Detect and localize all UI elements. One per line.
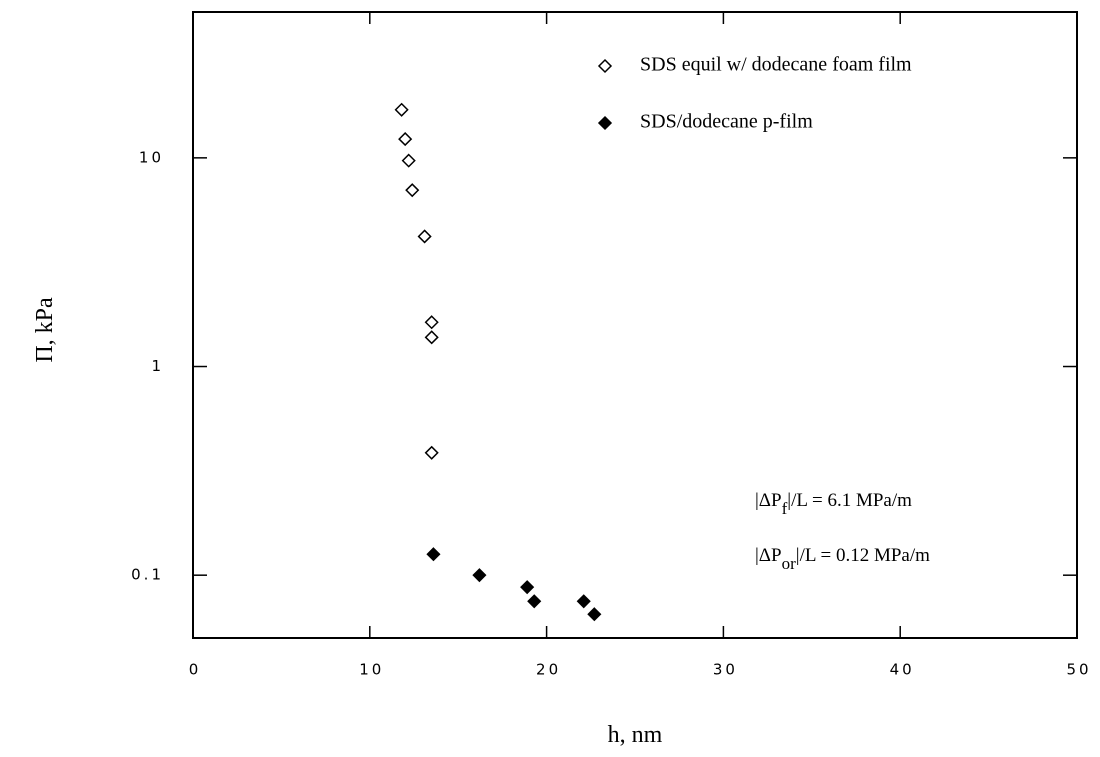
x-tick-label: 50: [1066, 661, 1091, 679]
annotation-text: |ΔP: [755, 490, 782, 511]
marker: [417, 229, 432, 244]
annotation-text: |/L = 6.1 MPa/m: [787, 490, 912, 511]
marker: [405, 183, 420, 198]
x-tick-label: 40: [890, 661, 915, 679]
annotation-text: |ΔP: [755, 545, 782, 566]
legend-marker: [597, 115, 613, 131]
x-tick-label: 20: [536, 661, 561, 679]
marker: [394, 102, 409, 117]
marker: [424, 315, 439, 330]
annotation-subscript: or: [782, 554, 797, 573]
marker: [472, 568, 487, 583]
legend-marker: [597, 58, 613, 74]
y-tick-label: 1: [151, 357, 164, 375]
legend-label: SDS equil w/ dodecane foam film: [640, 54, 912, 76]
marker: [424, 330, 439, 345]
y-tick-label: 0.1: [131, 566, 164, 584]
y-tick-label: 10: [139, 148, 164, 166]
y-axis-label: Π, kPa: [32, 297, 58, 363]
legend-label: SDS/dodecane p-film: [640, 111, 813, 133]
marker: [520, 580, 535, 595]
x-tick-label: 30: [713, 661, 738, 679]
annotation: |ΔPor|/L = 0.12 MPa/m: [755, 545, 930, 573]
marker: [401, 153, 416, 168]
marker: [527, 594, 542, 609]
marker: [587, 607, 602, 622]
annotation-text: |/L = 0.12 MPa/m: [796, 545, 930, 566]
annotation: |ΔPf|/L = 6.1 MPa/m: [755, 490, 912, 518]
annotation-subscript: f: [782, 499, 788, 518]
marker: [424, 445, 439, 460]
x-tick-label: 0: [189, 661, 202, 679]
x-tick-label: 10: [359, 661, 384, 679]
marker: [398, 132, 413, 147]
marker: [576, 594, 591, 609]
plot-frame: [192, 11, 1078, 639]
marker: [426, 547, 441, 562]
x-axis-label: h, nm: [608, 722, 663, 748]
